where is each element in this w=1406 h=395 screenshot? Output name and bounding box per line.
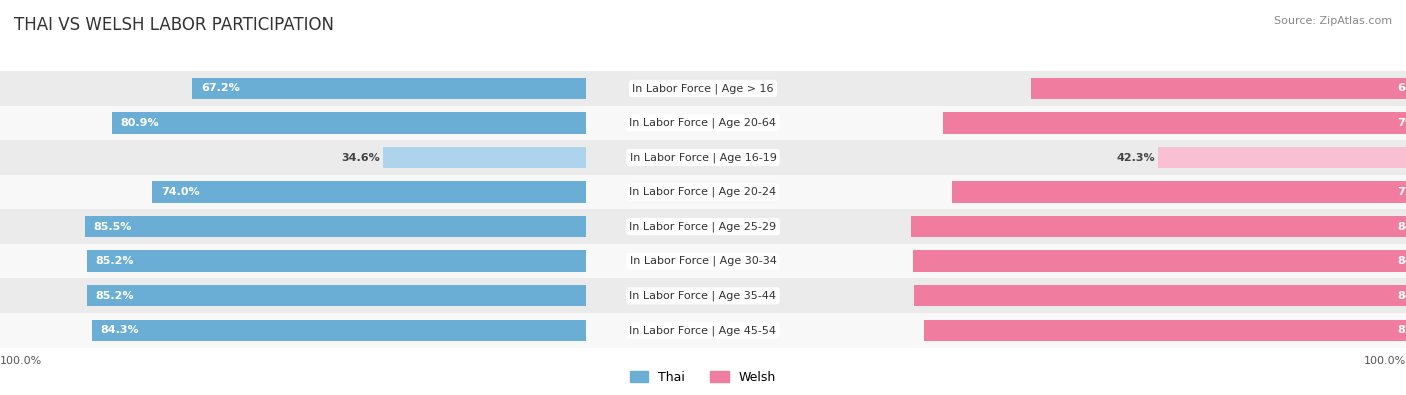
Text: 34.6%: 34.6% [342,152,380,162]
Bar [820,313,1406,348]
Text: 74.0%: 74.0% [162,187,200,197]
Text: In Labor Force | Age 30-34: In Labor Force | Age 30-34 [630,256,776,267]
Text: In Labor Force | Age 35-44: In Labor Force | Age 35-44 [630,290,776,301]
Bar [586,244,820,278]
Bar [912,250,1406,272]
Bar [820,71,1406,106]
Text: 64.0%: 64.0% [1398,83,1406,93]
Bar [914,285,1406,307]
Text: 100.0%: 100.0% [1364,356,1406,365]
Text: 77.5%: 77.5% [1398,187,1406,197]
Bar [84,216,586,237]
Bar [0,175,586,209]
Bar [0,313,586,348]
Text: In Labor Force | Age > 16: In Labor Force | Age > 16 [633,83,773,94]
Bar [1159,147,1406,168]
Text: Source: ZipAtlas.com: Source: ZipAtlas.com [1274,16,1392,26]
Bar [87,285,586,307]
Text: 80.9%: 80.9% [121,118,159,128]
Bar [0,209,586,244]
Bar [820,278,1406,313]
Bar [586,175,820,209]
Text: THAI VS WELSH LABOR PARTICIPATION: THAI VS WELSH LABOR PARTICIPATION [14,16,335,34]
Bar [820,106,1406,140]
Bar [820,175,1406,209]
Bar [586,71,820,106]
Bar [820,209,1406,244]
Bar [0,244,586,278]
Bar [382,147,586,168]
Bar [820,244,1406,278]
Text: 100.0%: 100.0% [0,356,42,365]
Text: 84.0%: 84.0% [1398,291,1406,301]
Bar [112,112,586,134]
Bar [0,71,586,106]
Text: 84.5%: 84.5% [1398,222,1406,231]
Bar [586,106,820,140]
Bar [911,216,1406,237]
Bar [152,181,586,203]
Text: 85.2%: 85.2% [96,256,134,266]
Bar [820,140,1406,175]
Bar [0,106,586,140]
Bar [193,78,586,99]
Bar [586,278,820,313]
Legend: Thai, Welsh: Thai, Welsh [624,366,782,389]
Bar [952,181,1406,203]
Bar [87,250,586,272]
Text: 85.2%: 85.2% [96,291,134,301]
Text: In Labor Force | Age 45-54: In Labor Force | Age 45-54 [630,325,776,336]
Bar [586,140,820,175]
Text: 79.0%: 79.0% [1398,118,1406,128]
Text: 42.3%: 42.3% [1116,152,1156,162]
Bar [1031,78,1406,99]
Text: 84.2%: 84.2% [1398,256,1406,266]
Text: 67.2%: 67.2% [201,83,239,93]
Bar [943,112,1406,134]
Bar [586,313,820,348]
Text: 82.3%: 82.3% [1398,325,1406,335]
Bar [0,278,586,313]
Bar [91,320,586,341]
Bar [586,209,820,244]
Text: In Labor Force | Age 16-19: In Labor Force | Age 16-19 [630,152,776,163]
Text: In Labor Force | Age 20-24: In Labor Force | Age 20-24 [630,187,776,198]
Text: 85.5%: 85.5% [94,222,132,231]
Bar [924,320,1406,341]
Bar [0,140,586,175]
Text: In Labor Force | Age 25-29: In Labor Force | Age 25-29 [630,221,776,232]
Text: In Labor Force | Age 20-64: In Labor Force | Age 20-64 [630,118,776,128]
Text: 84.3%: 84.3% [101,325,139,335]
